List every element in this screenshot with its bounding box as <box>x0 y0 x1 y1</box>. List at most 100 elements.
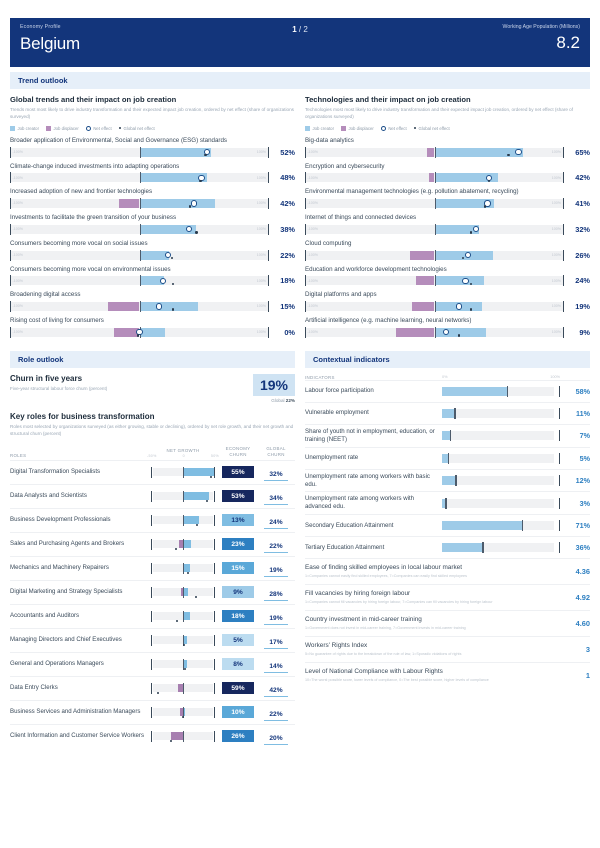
axis-tick-right <box>563 275 564 287</box>
indicator-row[interactable]: Unemployment rate 5% <box>305 446 590 469</box>
indicator-row[interactable]: Unemployment rate among workers with bas… <box>305 468 590 492</box>
axis-tick-right <box>559 542 560 554</box>
axis-min-label: -100% <box>307 252 318 257</box>
zero-axis-marker <box>139 198 141 210</box>
global-churn-value: 22% <box>264 543 288 554</box>
table-row[interactable]: Sales and Purchasing Agents and Brokers 2… <box>10 531 295 556</box>
indicator-marker <box>447 452 449 464</box>
legend-job-displacer-label: Job displacer <box>348 125 374 131</box>
trend-row-track: -100% 100% <box>10 249 269 261</box>
table-row[interactable]: Business Services and Administration Man… <box>10 699 295 724</box>
table-row[interactable]: Digital Transformation Specialists 55% 32% <box>10 459 295 484</box>
trend-row-value: 32% <box>575 224 590 234</box>
global-net-effect-dot-icon <box>457 334 461 337</box>
indicator-value: 3% <box>579 498 590 508</box>
global-net-effect-dot-icon <box>205 499 209 502</box>
indicator-row[interactable]: Tertiary Education Attainment 36% <box>305 536 590 558</box>
role-growth-bar <box>183 564 191 573</box>
trend-row: Broader application of Environmental, So… <box>10 136 295 158</box>
economy-churn-cell: 15% <box>219 562 257 575</box>
axis-max-label: 100% <box>256 278 266 283</box>
indicator-row[interactable]: Secondary Education Attainment 71% <box>305 514 590 536</box>
economy-churn-chip: 15% <box>222 562 254 575</box>
zero-axis-marker <box>183 586 185 598</box>
net-effect-ring-icon <box>159 277 166 284</box>
table-row[interactable]: Client Information and Customer Service … <box>10 723 295 748</box>
indicator-bar <box>442 520 560 532</box>
job-creator-bar <box>434 147 523 157</box>
global-net-effect-dot-icon <box>413 127 417 130</box>
axis-tick-left <box>151 730 152 742</box>
trend-row-track: -100% 100% <box>305 223 564 235</box>
indicator-row[interactable]: Share of youth not in employment, educat… <box>305 423 590 447</box>
trend-row: Internet of things and connected devices… <box>305 214 590 235</box>
trend-row-label: Big-data analytics <box>305 136 354 144</box>
economy-churn-chip: 9% <box>222 586 254 599</box>
axis-tick-left <box>10 249 11 261</box>
global-net-effect-dot-icon <box>195 595 198 598</box>
axis-tick-right <box>559 497 560 509</box>
header-metric-label: Working Age Population (Millions) <box>502 24 580 30</box>
trend-row-body: -100% 100% 38% <box>10 223 295 235</box>
table-row[interactable]: Data Entry Clerks 59% 42% <box>10 675 295 700</box>
page-separator: / <box>298 25 302 34</box>
global-net-effect-dot-icon <box>469 308 472 311</box>
indicator-fill <box>442 476 456 486</box>
indicator-score-row[interactable]: Level of National Compliance with Labour… <box>305 662 590 688</box>
indicator-score-row[interactable]: Country investment in mid-career trainin… <box>305 610 590 636</box>
role-growth-bar <box>183 636 187 645</box>
indicator-track <box>442 476 554 486</box>
score-value: 3 <box>585 645 590 655</box>
net-growth-cell <box>147 466 219 478</box>
table-row[interactable]: General and Operations Managers 8% 14% <box>10 651 295 676</box>
indicator-fill <box>442 543 483 553</box>
indicator-scale-min: 0% <box>442 375 448 380</box>
indicator-fill <box>442 521 522 531</box>
legend-global-net-effect-label: Global net effect <box>418 125 450 131</box>
indicator-row[interactable]: Unemployment rate among workers with adv… <box>305 491 590 514</box>
table-row[interactable]: Business Development Professionals 13% 24% <box>10 507 295 532</box>
economy-churn-cell: 9% <box>219 586 257 599</box>
global-net-effect-dot-icon <box>461 256 465 260</box>
axis-max-label: 100% <box>256 252 266 257</box>
role-name: Digital Transformation Specialists <box>10 468 101 476</box>
score-description: 10=The worst possible score, lower level… <box>305 678 489 683</box>
page-total: 2 <box>303 25 308 34</box>
trend-row-label: Cloud computing <box>305 239 352 247</box>
global-churn-value: 17% <box>264 639 288 650</box>
role-name: Mechanics and Machinery Repairers <box>10 564 109 572</box>
indicator-score-row[interactable]: Fill vacancies by hiring foreign labour 1… <box>305 584 590 610</box>
role-name: Client Information and Customer Service … <box>10 732 144 740</box>
job-creator-bar <box>434 327 487 337</box>
indicator-row[interactable]: Labour force participation 58% <box>305 379 590 402</box>
global-net-effect-dot-icon <box>170 256 174 260</box>
indicator-name: Unemployment rate among workers with bas… <box>305 472 430 488</box>
economy-churn-chip: 26% <box>222 730 254 743</box>
indicator-bar <box>442 497 560 509</box>
indicator-bar <box>442 385 560 397</box>
indicator-name: Unemployment rate <box>305 454 359 462</box>
trend-row-body: -100% 100% 42% <box>10 198 295 210</box>
global-net-effect-dot-icon <box>175 619 179 622</box>
axis-tick-right <box>214 490 215 502</box>
role-outlook-block: Role outlook Churn in five years Five-ye… <box>10 350 295 748</box>
zero-axis-marker <box>183 634 185 646</box>
table-row[interactable]: Data Analysts and Scientists 53% 34% <box>10 483 295 508</box>
table-row[interactable]: Managing Directors and Chief Executives 5… <box>10 627 295 652</box>
global-net-effect-dot-icon <box>181 715 185 718</box>
trend-row: Big-data analytics -100% 100% 65% <box>305 136 590 158</box>
table-row[interactable]: Digital Marketing and Strategy Specialis… <box>10 579 295 604</box>
table-row[interactable]: Mechanics and Machinery Repairers 15% 19% <box>10 555 295 580</box>
axis-tick-right <box>559 520 560 532</box>
economy-churn-cell: 59% <box>219 682 257 695</box>
trend-row-label: Broader application of Environmental, So… <box>10 136 228 144</box>
axis-tick-left <box>151 634 152 646</box>
global-churn-cell: 17% <box>257 631 295 650</box>
indicator-score-row[interactable]: Workers' Rights Index 5=No guarantee of r… <box>305 636 590 662</box>
indicator-score-row[interactable]: Ease of finding skilled employees in loc… <box>305 558 590 584</box>
trend-row-track: -100% 100% <box>10 301 269 313</box>
indicator-row[interactable]: Vulnerable employment 11% <box>305 401 590 424</box>
roles-table-body: Digital Transformation Specialists 55% 32%… <box>10 459 295 748</box>
table-row[interactable]: Accountants and Auditors 18% 19% <box>10 603 295 628</box>
legend-net-effect: Net effect <box>85 125 112 131</box>
